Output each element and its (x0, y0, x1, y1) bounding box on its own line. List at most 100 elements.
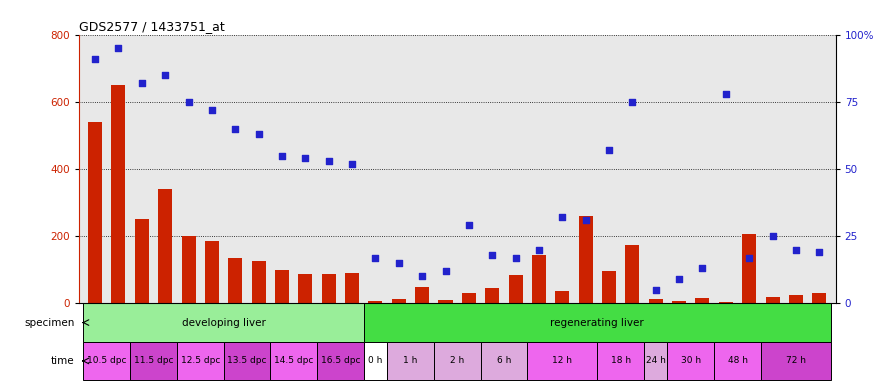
Text: time: time (51, 356, 74, 366)
Point (88, 56, 102, 62)
Point (392, 260, 406, 266)
Bar (364, 342, 387, 380)
Bar (462, 293, 476, 303)
Text: 24 h: 24 h (646, 356, 666, 366)
Bar (387, 342, 434, 380)
Text: GDS2577 / 1433751_at: GDS2577 / 1433751_at (79, 20, 225, 33)
Text: 6 h: 6 h (497, 356, 511, 366)
Point (298, 155, 312, 161)
Point (228, 126, 242, 132)
Point (696, 265, 710, 271)
Bar (317, 342, 364, 380)
Point (345, 161, 359, 167)
Bar (322, 274, 336, 303)
Text: 1 h: 1 h (403, 356, 417, 366)
Bar (415, 286, 429, 303)
Text: 14.5 dpc: 14.5 dpc (274, 356, 313, 366)
Bar (83, 303, 364, 342)
Point (648, 287, 662, 293)
Bar (719, 302, 733, 303)
Bar (761, 342, 831, 380)
Bar (556, 291, 570, 303)
Text: regenerating liver: regenerating liver (550, 318, 644, 328)
Bar (672, 301, 686, 303)
Text: 12.5 dpc: 12.5 dpc (180, 356, 220, 366)
Bar (205, 241, 219, 303)
Bar (812, 293, 826, 303)
Bar (368, 301, 382, 303)
Point (438, 268, 452, 274)
Point (415, 273, 429, 280)
Point (742, 255, 756, 261)
Bar (130, 342, 177, 380)
Bar (392, 300, 406, 303)
Text: 48 h: 48 h (727, 356, 747, 366)
Point (672, 276, 686, 282)
Point (766, 233, 780, 239)
Bar (532, 255, 546, 303)
Point (205, 107, 219, 113)
Bar (224, 342, 270, 380)
Bar (177, 342, 224, 380)
Text: 11.5 dpc: 11.5 dpc (134, 356, 173, 366)
Point (275, 152, 289, 159)
Point (626, 99, 640, 105)
Text: 0 h: 0 h (368, 356, 382, 366)
Point (486, 252, 500, 258)
Point (111, 45, 125, 51)
Bar (626, 245, 640, 303)
Text: 2 h: 2 h (450, 356, 465, 366)
Text: 18 h: 18 h (611, 356, 631, 366)
Point (508, 255, 522, 261)
Bar (228, 258, 242, 303)
Text: 30 h: 30 h (681, 356, 701, 366)
Point (719, 91, 733, 97)
Point (789, 247, 803, 253)
Point (578, 217, 592, 223)
Text: 12 h: 12 h (552, 356, 572, 366)
Bar (644, 342, 668, 380)
Point (556, 214, 570, 220)
Point (532, 247, 546, 253)
Bar (480, 342, 528, 380)
Point (252, 131, 266, 137)
Bar (88, 122, 102, 303)
Bar (789, 295, 803, 303)
Bar (648, 300, 662, 303)
Point (462, 222, 476, 228)
Text: specimen: specimen (24, 318, 74, 328)
Bar (508, 275, 522, 303)
Bar (766, 296, 780, 303)
Text: 16.5 dpc: 16.5 dpc (320, 356, 360, 366)
Text: 13.5 dpc: 13.5 dpc (228, 356, 267, 366)
Point (322, 158, 336, 164)
Bar (275, 270, 289, 303)
Bar (578, 216, 592, 303)
Bar (345, 273, 359, 303)
Bar (434, 342, 480, 380)
Bar (602, 271, 616, 303)
Text: developing liver: developing liver (182, 318, 265, 328)
Bar (528, 342, 598, 380)
Bar (668, 342, 714, 380)
Bar (486, 288, 500, 303)
Point (181, 99, 195, 105)
Point (135, 80, 149, 86)
Bar (742, 235, 756, 303)
Bar (83, 342, 130, 380)
Bar (364, 303, 831, 342)
Bar (158, 189, 172, 303)
Text: 72 h: 72 h (786, 356, 806, 366)
Bar (298, 274, 312, 303)
Bar (135, 219, 149, 303)
Point (602, 147, 616, 153)
Bar (270, 342, 317, 380)
Bar (252, 262, 266, 303)
Point (812, 249, 826, 255)
Text: 10.5 dpc: 10.5 dpc (87, 356, 127, 366)
Point (158, 72, 172, 78)
Point (368, 255, 382, 261)
Bar (438, 300, 452, 303)
Bar (598, 342, 644, 380)
Bar (181, 236, 195, 303)
